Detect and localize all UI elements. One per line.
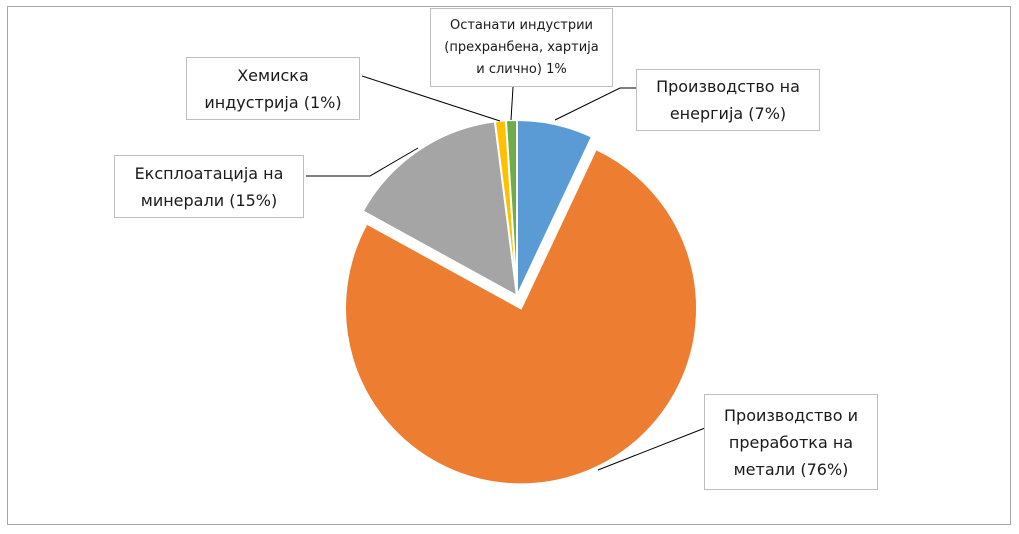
data-label-minerals-line1: Експлоатација на bbox=[134, 163, 284, 183]
leader-lines bbox=[306, 75, 706, 471]
data-label-other-line2: (прехранбена, хартија bbox=[444, 39, 599, 55]
data-label-energy-line2: енергија (7%) bbox=[669, 104, 787, 123]
data-label-chemical-line2: индустрија (1%) bbox=[204, 92, 342, 112]
data-label-energy-line1: Производство на bbox=[656, 77, 800, 96]
data-label-metals: Производство и преработка на метали (76%… bbox=[704, 394, 878, 490]
slice-minerals bbox=[361, 120, 519, 298]
leader-line-metals bbox=[597, 427, 706, 471]
data-label-other-line3: и слично) 1% bbox=[476, 61, 567, 77]
pie-slices bbox=[344, 118, 698, 486]
leader-line-energy bbox=[554, 87, 637, 121]
leader-line-chemical bbox=[361, 75, 501, 122]
data-label-chemical: Хемиска индустрија (1%) bbox=[186, 57, 360, 120]
data-label-minerals: Експлоатација на минерали (15%) bbox=[114, 155, 304, 218]
data-label-minerals-line2: минерали (15%) bbox=[140, 190, 278, 210]
data-label-other: Останати индустрии (прехранбена, хартија… bbox=[430, 8, 613, 87]
data-label-energy: Производство на енергија (7%) bbox=[636, 69, 820, 131]
data-label-other-line1: Останати индустрии bbox=[449, 17, 594, 33]
leader-line-minerals bbox=[306, 147, 419, 177]
leader-line-other bbox=[510, 86, 514, 121]
slice-other bbox=[504, 118, 518, 297]
data-label-chemical-line1: Хемиска bbox=[237, 65, 309, 85]
slice-metals bbox=[344, 147, 698, 486]
data-label-metals-line2: преработка на bbox=[728, 432, 854, 452]
data-label-metals-line3: метали (76%) bbox=[733, 459, 849, 479]
data-label-metals-line1: Производство и bbox=[724, 405, 858, 425]
